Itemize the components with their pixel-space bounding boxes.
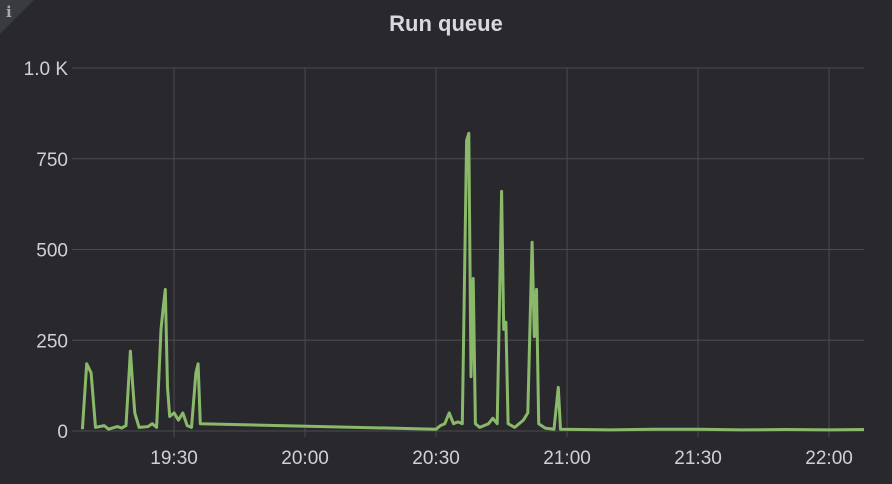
x-tick-label: 21:30 [674,448,722,469]
x-tick-label: 21:00 [543,448,591,469]
x-tick-label: 22:00 [805,448,853,469]
y-tick-label: 250 [36,331,68,352]
info-icon[interactable]: i [6,3,12,21]
series-line [80,131,865,432]
axis-labels: 0 250 500 750 1.0 K 19:30 20:00 20:30 21:00 21:30… [24,59,853,469]
x-tick-label: 19:30 [150,448,198,469]
x-tick-label: 20:00 [281,448,329,469]
grid-layer [72,67,864,437]
y-tick-label: 1.0 K [24,59,69,80]
panel-title: Run queue [389,11,503,36]
y-tick-label: 0 [57,422,68,443]
y-tick-label: 500 [36,241,68,262]
info-corner[interactable] [0,0,34,34]
series-layer [80,131,865,432]
y-tick-label: 750 [36,150,68,171]
x-tick-label: 20:30 [412,448,460,469]
